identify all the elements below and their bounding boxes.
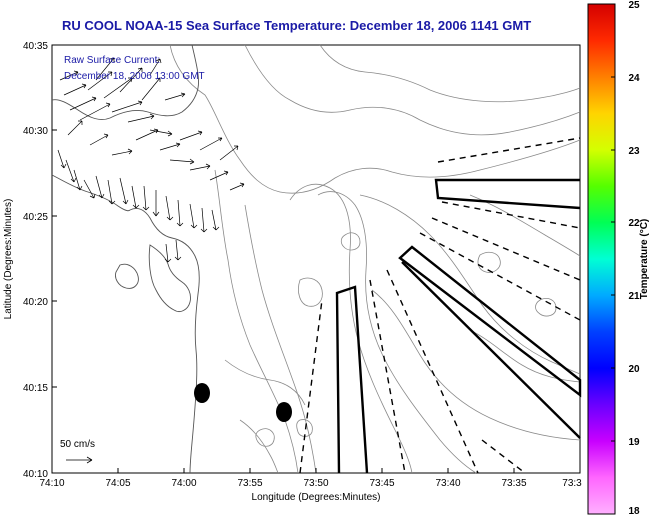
feature-oval-east — [276, 402, 292, 422]
feature-oval-west — [194, 383, 210, 403]
x-tick-label: 74:10 — [39, 478, 64, 489]
y-tick-label: 40:20 — [23, 297, 48, 308]
colorbar-tick-label: 18 — [628, 506, 640, 517]
x-tick-label: 73:55 — [237, 478, 262, 489]
map-plot-area — [51, 44, 581, 474]
x-tick-label: 74:05 — [105, 478, 130, 489]
surface-current-vectors — [57, 57, 245, 263]
current-legend-line1: Raw Surface Current: — [64, 55, 160, 66]
x-axis — [51, 468, 581, 473]
x-axis-label: Longitude (Degrees:Minutes) — [252, 492, 381, 503]
x-tick-label: 73:45 — [369, 478, 394, 489]
colorbar-tick-label: 21 — [628, 291, 640, 302]
colorbar-tick-label: 25 — [628, 0, 640, 11]
x-tick-label: 73:40 — [435, 478, 460, 489]
colorbar-tick-label: 24 — [628, 73, 640, 84]
colorbar-tick-label: 19 — [628, 437, 640, 448]
map-title: RU COOL NOAA-15 Sea Surface Temperature:… — [62, 18, 531, 33]
colorbar-label: Temperature (°C) — [639, 219, 650, 300]
x-tick-label: 73:50 — [303, 478, 328, 489]
dashed-radial-lines — [299, 137, 581, 474]
x-tick-label: 74:00 — [171, 478, 196, 489]
coastline — [51, 44, 200, 474]
y-tick-label: 40:10 — [23, 469, 48, 480]
colorbar-ticks — [611, 3, 615, 515]
y-axis-label: Latitude (Degrees:Minutes) — [3, 199, 14, 320]
bathymetry-contours — [169, 44, 581, 474]
y-tick-label: 40:35 — [23, 41, 48, 52]
scale-vector-label: 50 cm/s — [60, 439, 95, 450]
y-axis — [52, 44, 57, 474]
scale-vector-arrow — [66, 456, 93, 464]
x-tick-label: 73:35 — [501, 478, 526, 489]
current-legend-line2: December 18, 2006 13:00 GMT — [64, 71, 205, 82]
colorbar-tick-label: 20 — [628, 364, 640, 375]
y-tick-label: 40:15 — [23, 383, 48, 394]
y-tick-label: 40:30 — [23, 126, 48, 137]
solid-polygons — [335, 178, 582, 474]
colorbar-tick-label: 22 — [628, 218, 640, 229]
x-tick-label: 73:3 — [562, 478, 582, 489]
colorbar — [587, 3, 616, 515]
colorbar-tick-label: 23 — [628, 146, 640, 157]
y-tick-label: 40:25 — [23, 212, 48, 223]
